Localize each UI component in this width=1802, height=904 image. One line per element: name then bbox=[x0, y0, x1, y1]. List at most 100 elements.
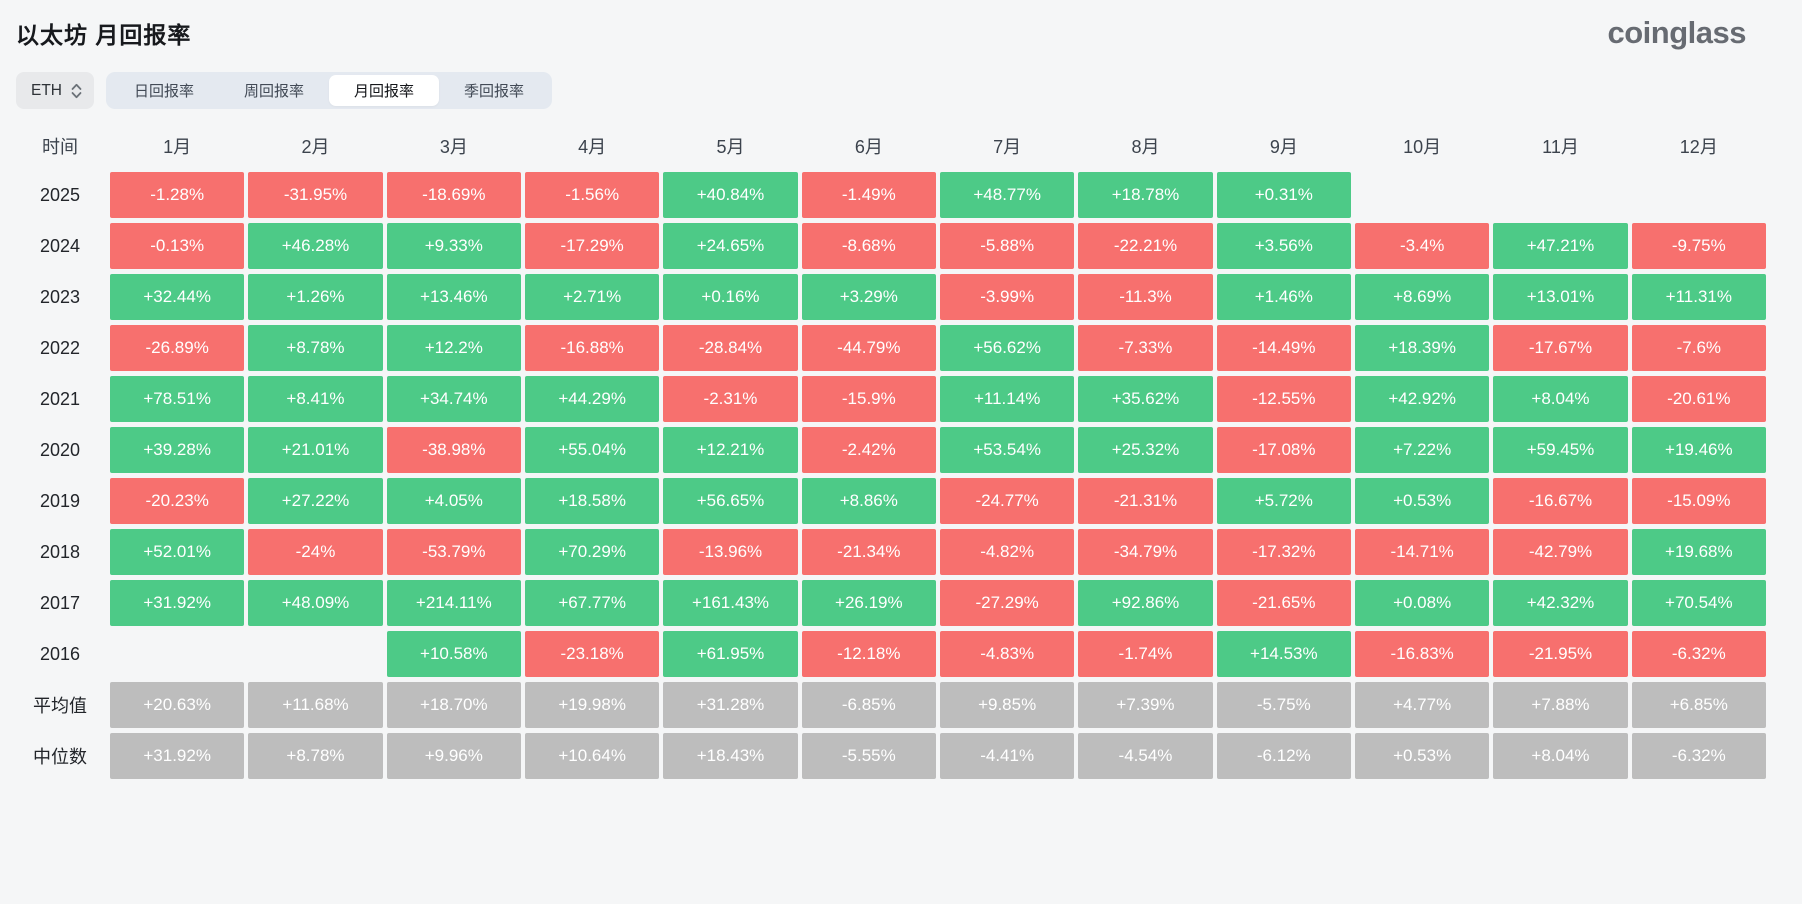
return-cell: -2.42% bbox=[801, 427, 936, 474]
return-cell: +78.51% bbox=[110, 376, 245, 423]
month-column-header: 1月 bbox=[163, 137, 192, 158]
return-cell: +10.64% bbox=[524, 733, 660, 780]
row-label: 2021 bbox=[39, 388, 81, 409]
return-cell: +26.19% bbox=[801, 580, 936, 627]
coinglass-logo[interactable]: coinglass bbox=[1607, 15, 1747, 50]
return-cell: +1.26% bbox=[248, 274, 383, 321]
return-cell: +31.92% bbox=[110, 733, 245, 780]
return-cell: -7.33% bbox=[1078, 325, 1213, 372]
return-cell: +24.65% bbox=[663, 223, 798, 270]
symbol-select-value: ETH bbox=[31, 81, 62, 99]
return-cell: -17.32% bbox=[1216, 529, 1351, 576]
return-cell: -3.4% bbox=[1354, 223, 1490, 270]
return-cell: +18.43% bbox=[663, 733, 798, 780]
return-cell: +0.08% bbox=[1354, 580, 1490, 627]
return-cell: -11.3% bbox=[1078, 274, 1213, 321]
return-cell: -21.31% bbox=[1078, 478, 1213, 525]
row-label: 2020 bbox=[39, 439, 81, 460]
return-cell: -4.83% bbox=[939, 631, 1075, 678]
topbar: 以太坊 月回报率 coinglass bbox=[0, 0, 1802, 50]
month-column-header: 7月 bbox=[993, 137, 1022, 158]
return-cell: -12.18% bbox=[801, 631, 936, 678]
tab-1[interactable]: 周回报率 bbox=[244, 83, 305, 101]
return-cell: -8.68% bbox=[801, 223, 936, 270]
return-cell: -22.21% bbox=[1078, 223, 1213, 270]
return-cell: -26.89% bbox=[110, 325, 245, 372]
row-label: 2024 bbox=[39, 235, 81, 256]
return-cell: +214.11% bbox=[386, 580, 521, 627]
return-cell: -20.23% bbox=[110, 478, 245, 525]
return-cell: +92.86% bbox=[1078, 580, 1213, 627]
return-cell: +19.68% bbox=[1631, 529, 1766, 576]
return-cell: +70.54% bbox=[1631, 580, 1766, 627]
return-cell: +52.01% bbox=[110, 529, 245, 576]
return-cell: +9.96% bbox=[386, 733, 521, 780]
return-cell: +0.31% bbox=[1216, 172, 1351, 219]
return-cell: +4.77% bbox=[1354, 682, 1490, 729]
row-label: 2019 bbox=[39, 490, 81, 511]
return-cell: +31.92% bbox=[110, 580, 245, 627]
return-cell: +7.88% bbox=[1493, 682, 1628, 729]
return-cell: -1.49% bbox=[801, 172, 936, 219]
return-cell: -1.74% bbox=[1078, 631, 1213, 678]
return-cell: +9.33% bbox=[386, 223, 521, 270]
row-label: 2022 bbox=[39, 337, 81, 358]
return-cell: +67.77% bbox=[524, 580, 660, 627]
return-cell: +59.45% bbox=[1493, 427, 1628, 474]
return-cell: -21.34% bbox=[801, 529, 936, 576]
return-cell: -17.08% bbox=[1216, 427, 1351, 474]
return-cell: +70.29% bbox=[524, 529, 660, 576]
symbol-select[interactable]: ETH bbox=[16, 72, 94, 110]
return-cell: +18.78% bbox=[1078, 172, 1213, 219]
return-cell: +35.62% bbox=[1078, 376, 1213, 423]
tab-3[interactable]: 季回报率 bbox=[464, 83, 525, 101]
return-cell: -17.29% bbox=[524, 223, 660, 270]
return-cell: +53.54% bbox=[939, 427, 1075, 474]
return-cell: +34.74% bbox=[386, 376, 521, 423]
return-cell: +0.16% bbox=[663, 274, 798, 321]
return-cell: +25.32% bbox=[1078, 427, 1213, 474]
empty-cell bbox=[1493, 172, 1627, 218]
return-cell: -6.32% bbox=[1631, 733, 1766, 780]
return-cell: +48.77% bbox=[939, 172, 1075, 219]
return-cell: +3.29% bbox=[801, 274, 936, 321]
return-cell: -5.55% bbox=[801, 733, 936, 780]
return-cell: +0.53% bbox=[1354, 733, 1490, 780]
return-cell: +5.72% bbox=[1216, 478, 1351, 525]
return-cell: +12.21% bbox=[663, 427, 798, 474]
month-column-header: 4月 bbox=[578, 137, 607, 158]
return-cell: +11.31% bbox=[1631, 274, 1766, 321]
return-cell: -38.98% bbox=[386, 427, 521, 474]
return-cell: +56.62% bbox=[939, 325, 1075, 372]
return-cell: -3.99% bbox=[939, 274, 1075, 321]
return-cell: +48.09% bbox=[248, 580, 383, 627]
return-cell: +7.22% bbox=[1354, 427, 1490, 474]
return-cell: +1.46% bbox=[1216, 274, 1351, 321]
return-cell: -23.18% bbox=[524, 631, 660, 678]
return-cell: +40.84% bbox=[663, 172, 798, 219]
row-label: 2018 bbox=[39, 541, 81, 562]
month-column-header: 8月 bbox=[1131, 137, 1160, 158]
return-cell: -18.69% bbox=[386, 172, 521, 219]
return-cell: +19.46% bbox=[1631, 427, 1766, 474]
return-cell: -9.75% bbox=[1631, 223, 1766, 270]
return-cell: -21.65% bbox=[1216, 580, 1351, 627]
row-label: 2016 bbox=[39, 643, 81, 664]
return-cell: -16.83% bbox=[1354, 631, 1490, 678]
return-cell: +61.95% bbox=[663, 631, 798, 678]
return-cell: -34.79% bbox=[1078, 529, 1213, 576]
return-cell: +39.28% bbox=[110, 427, 245, 474]
return-cell: +42.32% bbox=[1493, 580, 1628, 627]
return-cell: +4.05% bbox=[386, 478, 521, 525]
return-cell: -4.82% bbox=[939, 529, 1075, 576]
return-cell: +12.2% bbox=[386, 325, 521, 372]
return-cell: +55.04% bbox=[524, 427, 660, 474]
return-cell: +8.86% bbox=[801, 478, 936, 525]
row-label: 平均值 bbox=[33, 696, 87, 717]
page-title: 以太坊 月回报率 bbox=[16, 22, 192, 48]
tab-0[interactable]: 日回报率 bbox=[134, 83, 195, 101]
tab-2-active[interactable]: 月回报率 bbox=[329, 75, 440, 107]
empty-cell bbox=[1632, 172, 1766, 218]
return-cell: +44.29% bbox=[524, 376, 660, 423]
return-cell: +46.28% bbox=[248, 223, 383, 270]
